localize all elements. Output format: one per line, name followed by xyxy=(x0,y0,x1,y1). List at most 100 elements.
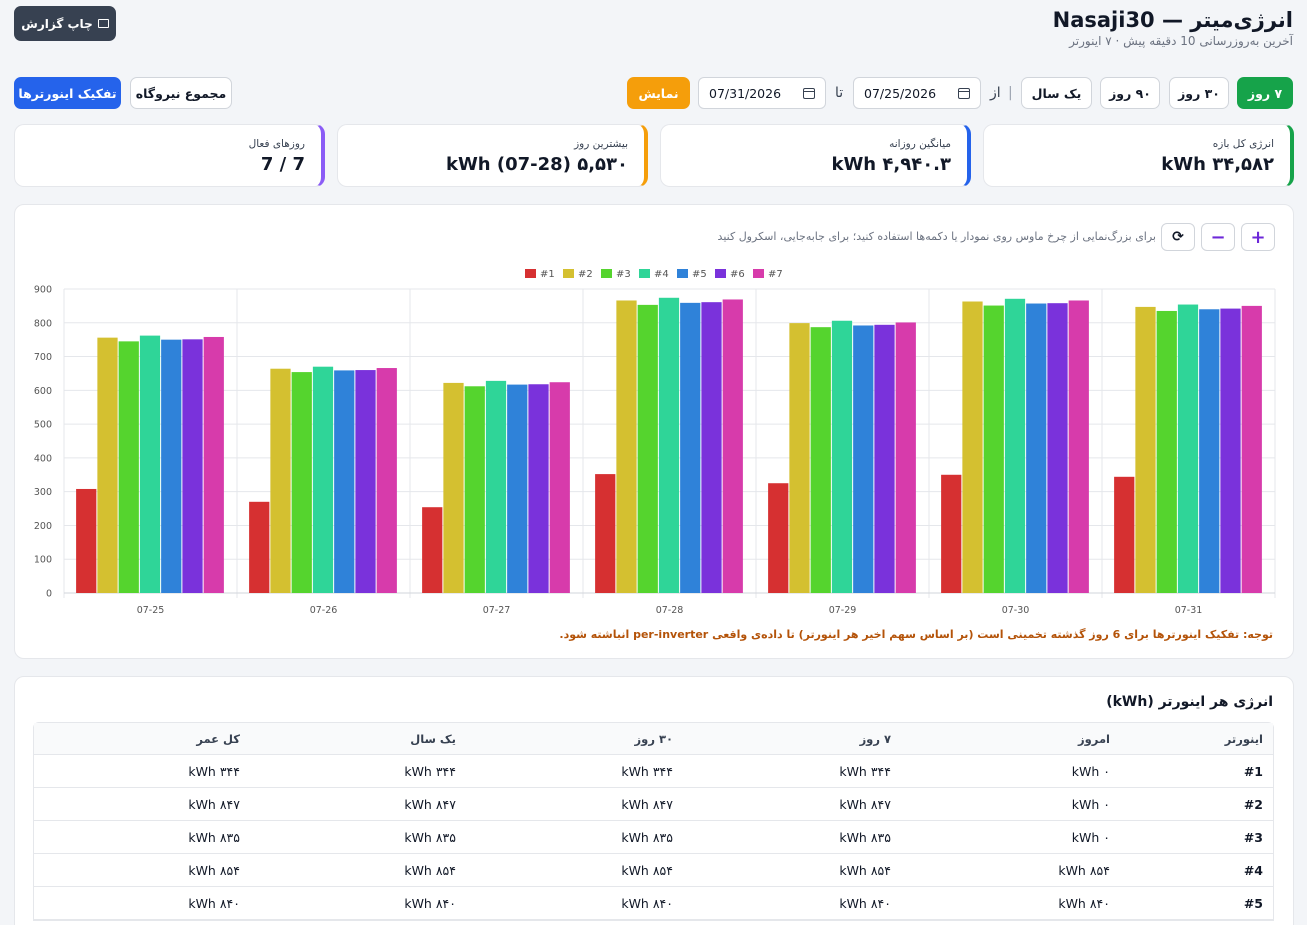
from-label: از xyxy=(990,85,1001,101)
y-tick-label: 700 xyxy=(34,352,52,363)
bar-inv2-07-29 xyxy=(789,323,810,593)
y-tick-label: 600 xyxy=(34,386,52,397)
column-header: اینورتر xyxy=(1224,731,1263,746)
bar-inv3-07-28 xyxy=(637,304,658,593)
legend-swatch xyxy=(639,269,650,278)
print-report-label: چاپ گزارش xyxy=(21,16,93,31)
to-date-input[interactable]: 07/31/2026 xyxy=(698,77,826,109)
table-cell: #4 xyxy=(1243,862,1263,878)
range-one-year-button[interactable]: یک سال xyxy=(1021,77,1092,109)
stat-card-total-energy: انرژی کل بازه ۳۴,۵۸۲ kWh xyxy=(983,124,1294,187)
reset-icon: ⟳ xyxy=(1172,229,1184,245)
legend-swatch xyxy=(753,269,764,278)
stat-value: 7 / 7 xyxy=(260,154,305,175)
bar-inv7-07-28 xyxy=(722,299,743,593)
bar-inv2-07-30 xyxy=(962,301,983,593)
y-tick-label: 400 xyxy=(34,453,52,464)
stat-value: ۴,۹۴۰.۳ kWh xyxy=(831,154,951,175)
reset-zoom-button[interactable]: ⟳ xyxy=(1161,223,1195,251)
table-cell: ۸۴۰ kWh xyxy=(839,895,891,911)
table-cell: ۳۴۴ kWh xyxy=(839,763,891,779)
table-cell: ۸۴۰ kWh xyxy=(188,895,240,911)
table-cell: ۸۳۵ kWh xyxy=(188,829,240,845)
inverter-breakdown-view-button[interactable]: تفکیک اینورترها xyxy=(14,77,121,109)
legend-swatch xyxy=(525,269,536,278)
x-tick-label: 07-30 xyxy=(1002,605,1030,616)
bar-inv7-07-30 xyxy=(1068,300,1089,593)
bar-inv2-07-25 xyxy=(97,337,118,593)
page-title: انرژی‌میتر — Nasaji30 xyxy=(1052,8,1293,32)
bar-inv3-07-27 xyxy=(464,386,485,593)
bar-inv1-07-28 xyxy=(595,474,616,593)
last-update-text: آخرین به‌روزرسانی 10 دقیقه پیش · ۷ اینور… xyxy=(1069,34,1293,48)
table-cell: ۸۴۷ kWh xyxy=(404,796,456,812)
table-cell: ۸۳۵ kWh xyxy=(404,829,456,845)
energy-bar-chart: #1 #2 #3 #4 #5 #6 #7 0 100 200 300 400 500 600 700 800 9… xyxy=(34,269,1276,616)
stat-label: انرژی کل بازه xyxy=(1212,138,1274,150)
zoom-out-button[interactable]: − xyxy=(1201,223,1235,251)
inverter-table-title: انرژی هر اینورتر (kWh) xyxy=(1106,694,1273,710)
bar-inv6-07-25 xyxy=(182,339,203,593)
bar-inv2-07-28 xyxy=(616,300,637,593)
y-tick-label: 900 xyxy=(34,285,52,296)
bar-inv3-07-30 xyxy=(983,305,1004,593)
zoom-in-button[interactable]: + xyxy=(1241,223,1275,251)
range-90-days-button[interactable]: ۹۰ روز xyxy=(1100,77,1160,109)
table-row: #2 ۰ kWh ۸۴۷ kWh ۸۴۷ kWh ۸۴۷ kWh ۸۴۷ kWh xyxy=(34,788,1273,821)
y-tick-label: 800 xyxy=(34,318,52,329)
bar-inv7-07-31 xyxy=(1241,305,1262,593)
bar-inv1-07-30 xyxy=(941,474,962,593)
show-button[interactable]: نمایش xyxy=(627,77,690,109)
bar-inv7-07-25 xyxy=(203,336,224,593)
table-cell: #5 xyxy=(1243,895,1263,911)
table-cell: ۸۴۰ kWh xyxy=(1058,895,1110,911)
stat-label: روزهای فعال xyxy=(248,138,305,150)
legend-label: #3 xyxy=(616,269,631,280)
plus-icon: + xyxy=(1250,226,1266,248)
x-tick-label: 07-28 xyxy=(656,605,684,616)
table-row: #4 ۸۵۴ kWh ۸۵۴ kWh ۸۵۴ kWh ۸۵۴ kWh ۸۵۴ kWh xyxy=(34,854,1273,887)
table-cell: ۸۵۴ kWh xyxy=(621,862,673,878)
table-cell: ۸۳۵ kWh xyxy=(621,829,673,845)
bar-inv6-07-31 xyxy=(1220,308,1241,593)
bar-inv1-07-25 xyxy=(76,488,97,593)
from-date-input[interactable]: 07/25/2026 xyxy=(853,77,981,109)
bar-inv4-07-30 xyxy=(1004,298,1026,593)
bar-inv5-07-28 xyxy=(680,302,701,593)
bar-inv5-07-27 xyxy=(507,384,528,593)
minus-icon: − xyxy=(1210,226,1226,248)
table-cell: ۳۴۴ kWh xyxy=(621,763,673,779)
to-date-value: 07/31/2026 xyxy=(709,85,782,101)
range-divider: | xyxy=(1008,85,1013,101)
column-header: ۳۰ روز xyxy=(634,731,673,746)
table-cell: ۸۴۷ kWh xyxy=(621,796,673,812)
table-cell: ۸۴۰ kWh xyxy=(621,895,673,911)
range-7-days-button[interactable]: ۷ روز xyxy=(1237,77,1293,109)
y-tick-label: 100 xyxy=(34,555,52,566)
bar-inv5-07-29 xyxy=(853,325,874,593)
table-cell: ۸۵۴ kWh xyxy=(839,862,891,878)
bar-inv5-07-25 xyxy=(161,339,182,593)
table-cell: ۳۴۴ kWh xyxy=(188,763,240,779)
legend-swatch xyxy=(677,269,688,278)
estimate-note: توجه: تفکیک اینورترها برای 6 روز گذشته ت… xyxy=(559,628,1273,641)
bar-inv6-07-29 xyxy=(874,324,895,593)
stat-label: بیشترین روز xyxy=(574,138,628,150)
print-icon xyxy=(97,19,109,28)
plant-total-view-button[interactable]: مجموع نیروگاه xyxy=(130,77,232,109)
table-cell: ۳۴۴ kWh xyxy=(404,763,456,779)
bar-inv1-07-27 xyxy=(422,507,443,593)
table-cell: #2 xyxy=(1243,796,1263,812)
table-row: #5 ۸۴۰ kWh ۸۴۰ kWh ۸۴۰ kWh ۸۴۰ kWh ۸۴۰ kWh xyxy=(34,887,1273,920)
bar-inv4-07-25 xyxy=(139,335,161,593)
column-header: کل عمر xyxy=(196,731,240,746)
column-header: ۷ روز xyxy=(859,731,891,746)
bar-inv3-07-25 xyxy=(118,341,139,593)
print-report-button[interactable]: چاپ گزارش xyxy=(14,6,116,41)
range-30-days-button[interactable]: ۳۰ روز xyxy=(1169,77,1229,109)
inverter-energy-table: اینورتر امروز ۷ روز ۳۰ روز یک سال کل عمر #1 ۰ k… xyxy=(33,722,1274,921)
x-tick-label: 07-27 xyxy=(483,605,511,616)
bar-inv4-07-31 xyxy=(1177,304,1199,593)
legend-label: #6 xyxy=(730,269,745,280)
stat-label: میانگین روزانه xyxy=(889,138,951,150)
